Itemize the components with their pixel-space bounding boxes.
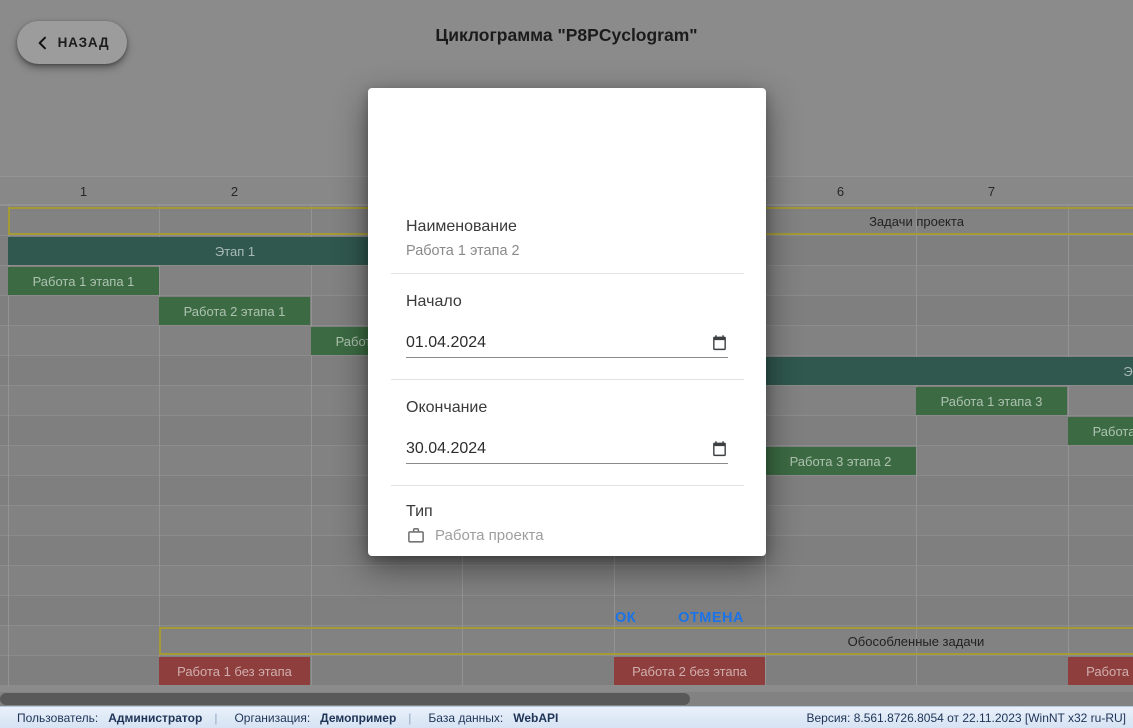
gantt-row xyxy=(0,626,1133,656)
grid-line xyxy=(159,176,160,686)
db-value: WebAPI xyxy=(513,710,559,725)
status-bar: Пользователь: Администратор | Организаци… xyxy=(0,706,1133,728)
separator: | xyxy=(408,710,412,725)
org-label: Организация: xyxy=(234,710,311,725)
gantt-row xyxy=(0,566,1133,596)
type-field: Работа проекта xyxy=(406,526,544,545)
grid-line xyxy=(8,176,9,686)
gantt-bar[interactable]: Работа 2 этапа 1 xyxy=(159,297,310,325)
user-label: Пользователь: xyxy=(17,710,99,725)
grid-line xyxy=(311,176,312,686)
gantt-bar[interactable]: Работа 1 без этапа xyxy=(159,657,310,685)
start-date-value: 01.04.2024 xyxy=(406,333,487,351)
gantt-bar[interactable]: Работа 1 этапа 1 xyxy=(8,267,159,295)
calendar-icon[interactable] xyxy=(711,440,728,458)
column-header: 7 xyxy=(987,183,996,199)
column-header: 6 xyxy=(836,183,845,199)
gantt-row xyxy=(0,596,1133,626)
gantt-bar[interactable]: Этап 3 xyxy=(765,357,1133,385)
divider xyxy=(391,485,744,486)
gantt-bar[interactable]: Работа 2 этапа 3 xyxy=(1068,417,1133,445)
end-date-value: 30.04.2024 xyxy=(406,439,487,457)
gantt-bar[interactable]: Работа 3 этапа 2 xyxy=(765,447,916,475)
start-date-label: Начало xyxy=(406,293,462,310)
page-title: Циклограмма "P8PCyclogram" xyxy=(435,25,698,45)
gantt-bar[interactable]: Работа 2 без этапа xyxy=(614,657,765,685)
cancel-button[interactable]: ОТМЕНА xyxy=(674,604,748,632)
name-field-label: Наименование xyxy=(406,218,517,235)
gantt-bar[interactable]: Работа 3 без этапа xyxy=(1068,657,1133,685)
type-field-value: Работа проекта xyxy=(435,527,544,544)
column-header: 2 xyxy=(230,183,239,199)
separator: | xyxy=(214,710,218,725)
version-text: Версия: 8.561.8726.8054 от 22.11.2023 [W… xyxy=(806,710,1126,725)
briefcase-icon xyxy=(408,527,424,543)
column-header: 1 xyxy=(79,183,88,199)
edit-task-dialog: Наименование Работа 1 этапа 2 Начало 01.… xyxy=(368,88,766,626)
divider xyxy=(391,379,744,380)
start-date-input[interactable]: 01.04.2024 xyxy=(406,328,728,358)
chevron-left-icon xyxy=(38,36,46,49)
type-field-label: Тип xyxy=(406,503,433,520)
user-value: Администратор xyxy=(108,710,203,725)
gantt-bar[interactable]: Обособленные задачи xyxy=(159,627,1133,655)
divider xyxy=(391,273,744,274)
back-button-label: НАЗАД xyxy=(57,35,110,50)
end-date-input[interactable]: 30.04.2024 xyxy=(406,434,728,464)
scrollbar-thumb[interactable] xyxy=(0,693,690,705)
grid-line xyxy=(916,176,917,686)
db-label: База данных: xyxy=(428,710,504,725)
ok-button[interactable]: ОК xyxy=(611,604,640,632)
name-field-value: Работа 1 этапа 2 xyxy=(406,243,520,259)
org-value: Демопример xyxy=(320,710,397,725)
back-button[interactable]: НАЗАД xyxy=(17,21,127,64)
horizontal-scrollbar[interactable] xyxy=(0,692,1133,706)
gantt-bar[interactable]: Работа 1 этапа 3 xyxy=(916,387,1067,415)
dialog-actions: ОК ОТМЕНА xyxy=(611,604,748,632)
calendar-icon[interactable] xyxy=(711,334,728,352)
end-date-label: Окончание xyxy=(406,399,488,416)
